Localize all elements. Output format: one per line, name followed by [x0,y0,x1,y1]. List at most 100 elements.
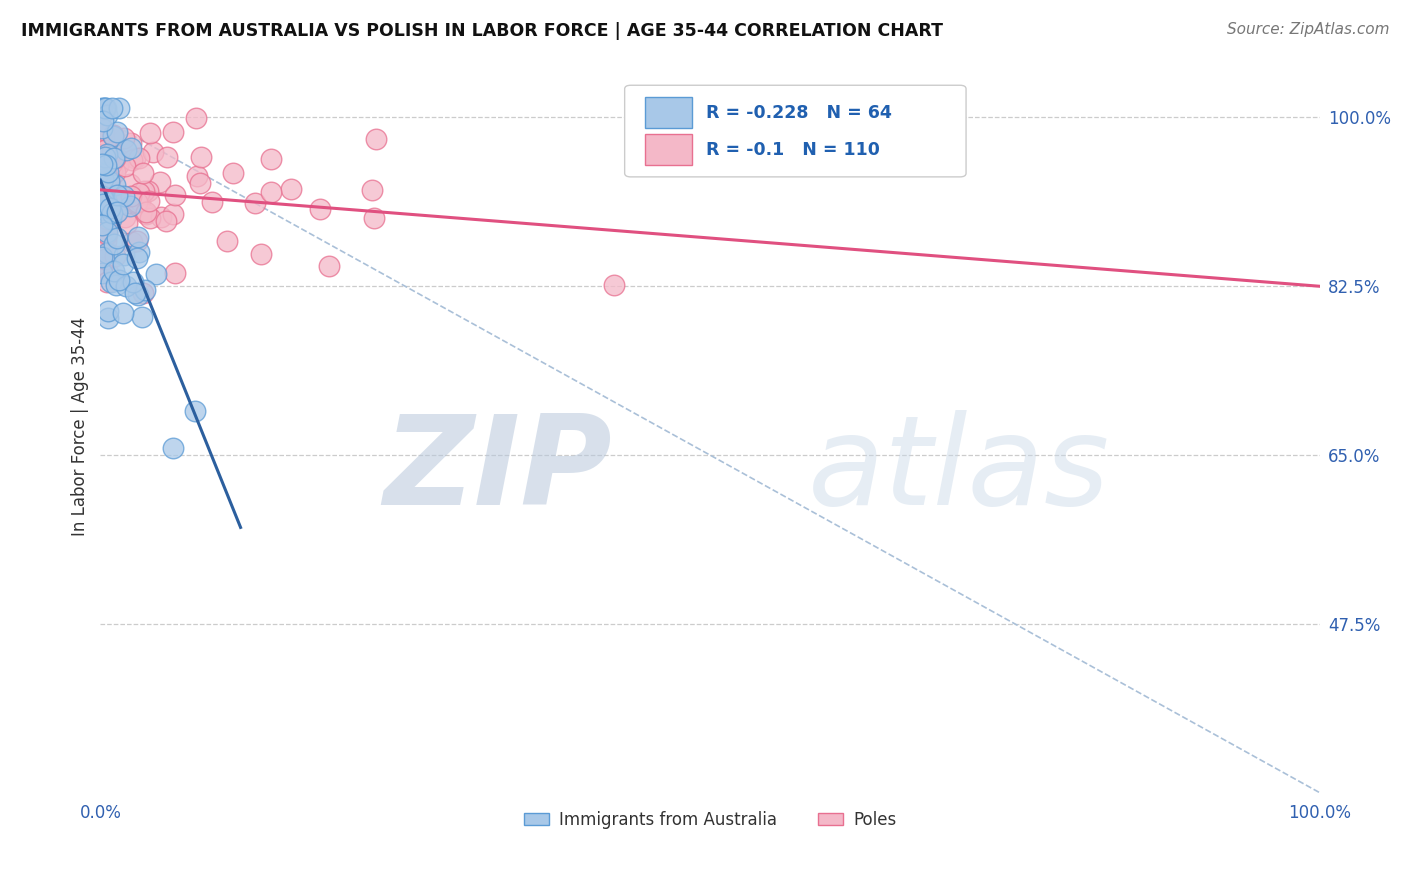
Point [162,125,184,139]
Point [124,151,146,165]
Text: R = -0.1   N = 110: R = -0.1 N = 110 [706,141,880,159]
Point [91,260,114,274]
Point [90,189,112,203]
Point [96,108,118,122]
Point [115,279,138,293]
Point [96,227,118,241]
Point [90,205,112,219]
Point [93,181,115,195]
Point [101,163,124,178]
Point [100,211,122,226]
Point [115,216,138,230]
Point [94,179,117,194]
Point [90,157,112,171]
Point [108,273,131,287]
Point [105,125,128,139]
Text: Source: ZipAtlas.com: Source: ZipAtlas.com [1226,22,1389,37]
Point [127,195,149,210]
Point [96,146,118,161]
Point [105,231,128,245]
Point [94,193,117,207]
Point [101,156,124,170]
Point [163,188,186,202]
Point [103,264,125,278]
Point [91,197,114,211]
FancyBboxPatch shape [645,134,692,165]
Point [150,210,173,224]
Point [114,210,136,224]
Point [318,259,340,273]
Point [135,207,157,221]
Point [118,178,141,192]
Point [112,189,135,203]
Point [120,189,142,203]
FancyBboxPatch shape [624,86,966,177]
Point [93,204,115,219]
Point [131,310,153,324]
Point [90,244,112,258]
Point [103,151,125,165]
Point [98,201,121,215]
Point [125,251,148,265]
Point [94,101,117,115]
Point [105,188,128,202]
Point [97,303,120,318]
Point [103,237,125,252]
Point [165,266,187,280]
Point [97,183,120,197]
Text: ZIP: ZIP [384,409,613,531]
Point [184,404,207,418]
Point [118,199,141,213]
Point [132,286,155,301]
Point [91,172,114,186]
Point [162,441,184,455]
Point [127,287,149,301]
Point [280,181,302,195]
Point [90,250,112,264]
Point [128,194,150,208]
Point [96,245,118,260]
Point [125,195,148,210]
Point [94,228,117,243]
Point [200,194,222,209]
Point [94,203,117,218]
Point [100,209,122,223]
Point [114,198,136,212]
Point [138,211,160,226]
Point [98,186,121,200]
Point [162,207,184,221]
Point [215,234,238,248]
Point [96,210,118,224]
Point [127,230,149,244]
Point [138,194,160,209]
Point [94,166,117,180]
Point [125,234,148,248]
Point [190,150,212,164]
Point [90,202,112,216]
Point [90,266,112,280]
Point [91,192,114,206]
Point [96,157,118,171]
Point [100,275,122,289]
Point [120,136,142,150]
Point [121,235,143,249]
Point [91,153,114,168]
Point [94,150,117,164]
Point [96,182,118,196]
Point [250,247,273,261]
Point [105,189,128,203]
Point [104,249,127,263]
Point [98,170,121,185]
Point [97,165,120,179]
Point [184,111,207,125]
Point [97,197,120,211]
Point [131,166,153,180]
Point [222,166,245,180]
Point [90,101,112,115]
Point [107,101,129,115]
Point [101,145,124,159]
Point [364,131,387,145]
Point [93,122,115,136]
Point [105,189,128,203]
Point [90,209,112,223]
